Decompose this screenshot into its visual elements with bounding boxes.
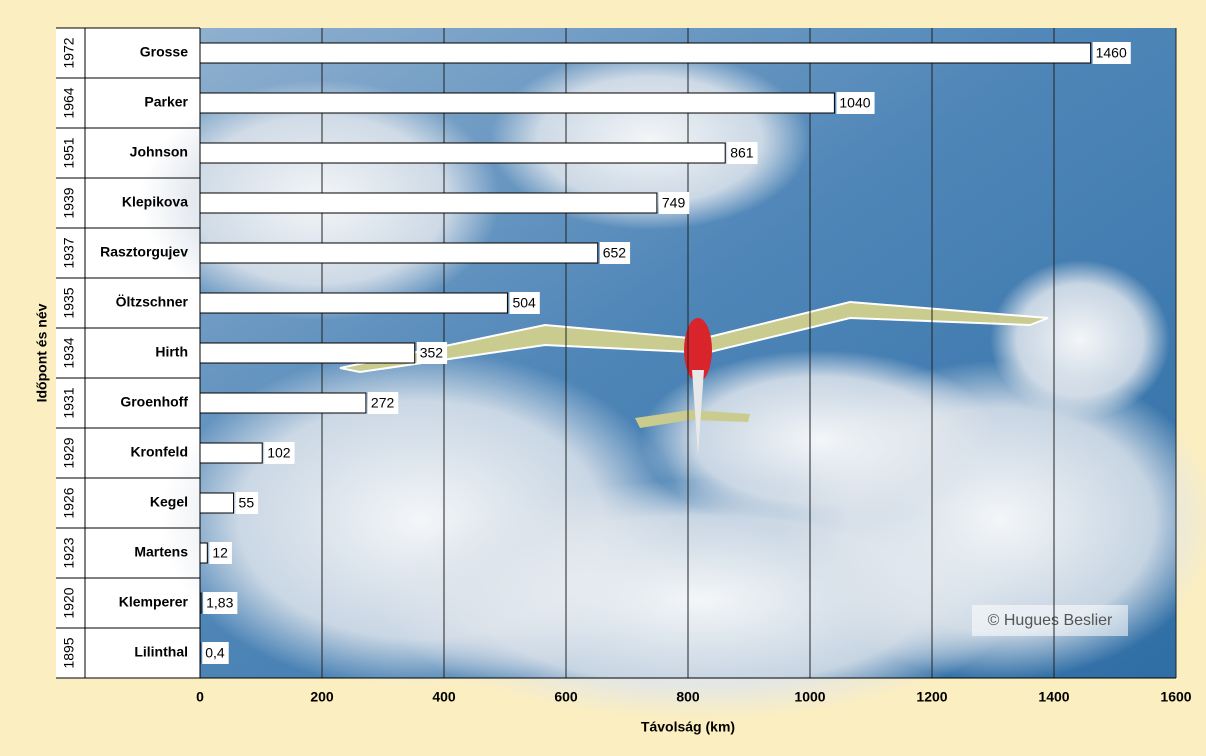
- bar: [199, 392, 367, 414]
- value-label-box: [264, 442, 295, 464]
- value-label-box: [599, 242, 631, 264]
- photo-credit: © Hugues Beslier: [988, 612, 1113, 629]
- category-label: Klemperer: [119, 594, 189, 610]
- year-label: 1951: [61, 137, 77, 168]
- bar: [199, 92, 835, 114]
- year-label: 1929: [61, 437, 77, 468]
- x-tick-label: 1200: [916, 689, 947, 705]
- bar: [199, 42, 1092, 64]
- bar: [199, 192, 658, 214]
- bar: [199, 492, 235, 514]
- value-label-box: [367, 392, 399, 414]
- x-axis-title: Távolság (km): [641, 719, 735, 735]
- value-label-box: [209, 542, 232, 564]
- value-label: 12: [212, 545, 228, 561]
- x-tick-label: 0: [196, 689, 204, 705]
- bar: [199, 292, 508, 314]
- category-label: Kegel: [150, 494, 188, 510]
- x-tick-label: 1000: [794, 689, 825, 705]
- x-tick-label: 200: [310, 689, 334, 705]
- value-label: 861: [730, 145, 754, 161]
- year-label: 1939: [61, 187, 77, 218]
- year-label: 1926: [61, 487, 77, 518]
- category-label: Klepikova: [122, 194, 188, 210]
- credit-box: [972, 605, 1128, 636]
- year-label: 1937: [61, 237, 77, 268]
- year-label: 1964: [61, 87, 77, 118]
- value-label: 652: [603, 245, 627, 261]
- value-label-box: [727, 142, 758, 164]
- x-tick-label: 400: [432, 689, 456, 705]
- year-label: 1920: [61, 587, 77, 618]
- value-label-box: [658, 192, 690, 214]
- value-label: 352: [420, 345, 444, 361]
- plot-background: [140, 28, 1206, 720]
- value-label: 1,83: [206, 595, 233, 611]
- x-tick-label: 800: [676, 689, 700, 705]
- category-label: Öltzschner: [116, 294, 189, 310]
- year-label: 1931: [61, 387, 77, 418]
- value-label: 1040: [839, 95, 870, 111]
- bar: [199, 142, 726, 164]
- x-tick-label: 600: [554, 689, 578, 705]
- value-label-box: [509, 292, 540, 314]
- value-label: 102: [267, 445, 291, 461]
- value-label: 749: [662, 195, 686, 211]
- year-label: 1972: [61, 37, 77, 68]
- value-label: 272: [371, 395, 395, 411]
- year-label: 1935: [61, 287, 77, 318]
- value-label-box: [235, 492, 259, 514]
- category-label: Martens: [134, 544, 188, 560]
- x-tick-label: 1400: [1038, 689, 1069, 705]
- x-tick-label: 1600: [1160, 689, 1191, 705]
- category-label: Parker: [144, 94, 188, 110]
- category-label: Lilinthal: [134, 644, 188, 660]
- bar: [199, 592, 202, 614]
- bar: [199, 542, 208, 564]
- value-label-box: [203, 592, 238, 614]
- value-label: 0,4: [205, 645, 225, 661]
- year-label: 1934: [61, 337, 77, 368]
- value-label-box: [416, 342, 448, 364]
- category-label: Groenhoff: [120, 394, 188, 410]
- bar: [199, 242, 599, 264]
- value-label-box: [1092, 42, 1131, 64]
- value-label-box: [836, 92, 875, 114]
- year-label: 1895: [61, 637, 77, 668]
- value-label: 55: [239, 495, 255, 511]
- bar: [199, 342, 416, 364]
- category-label: Grosse: [140, 44, 188, 60]
- value-label-box: [202, 642, 229, 664]
- y-axis-title: Időpont és név: [34, 303, 50, 402]
- year-label: 1923: [61, 537, 77, 568]
- category-label: Rasztorgujev: [100, 244, 188, 260]
- bar: [199, 442, 263, 464]
- category-label: Kronfeld: [130, 444, 188, 460]
- value-label: 504: [512, 295, 536, 311]
- category-label: Hirth: [155, 344, 188, 360]
- category-label: Johnson: [130, 144, 188, 160]
- value-label: 1460: [1096, 45, 1127, 61]
